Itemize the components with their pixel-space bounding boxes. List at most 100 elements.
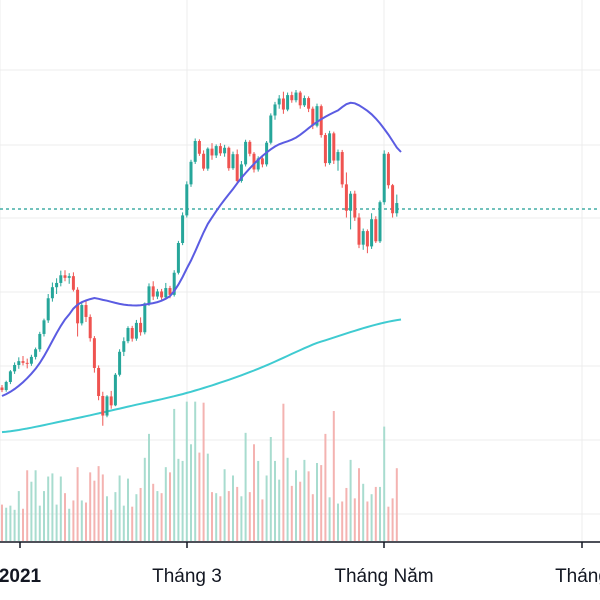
candle <box>126 326 130 344</box>
candle-body <box>328 133 332 164</box>
candle-body <box>231 154 235 169</box>
volume-bar <box>22 508 24 541</box>
candle-body <box>71 276 75 290</box>
volume-bar <box>307 471 310 541</box>
candle <box>323 132 327 167</box>
candle-body <box>97 367 101 396</box>
candle <box>294 90 298 103</box>
volume-bar <box>269 437 272 541</box>
volume-bar <box>169 472 171 541</box>
candle <box>382 150 386 205</box>
grid-layer <box>0 0 600 542</box>
volume-bar <box>156 491 159 541</box>
volume-bar <box>181 460 184 541</box>
volume-bar <box>278 479 281 541</box>
volume-bar <box>370 494 373 541</box>
candle <box>290 91 294 103</box>
candle <box>147 283 151 306</box>
volume-bar <box>395 468 398 541</box>
candle-body <box>92 338 96 368</box>
candle-body <box>374 219 378 242</box>
volume-bar <box>362 483 365 541</box>
volume-layer <box>1 401 398 541</box>
candle <box>109 390 113 409</box>
candle-body <box>130 328 134 339</box>
candle-body <box>193 141 197 162</box>
volume-bar <box>349 459 352 541</box>
x-tick-label: Tháng 3 <box>152 566 222 587</box>
volume-bar <box>232 475 234 541</box>
candle <box>302 95 306 107</box>
candle-body <box>176 243 180 273</box>
volume-bar <box>148 433 150 541</box>
volume-bar <box>26 470 29 541</box>
volume-bar <box>106 496 108 541</box>
volume-bar <box>345 487 348 541</box>
volume-bar <box>135 494 138 541</box>
candle <box>214 144 218 158</box>
volume-bar <box>332 411 335 541</box>
candle <box>319 104 323 138</box>
volume-bar <box>110 509 113 541</box>
candle-body <box>244 141 248 165</box>
x-tick-label: Tháng Năm <box>334 566 433 587</box>
volume-bar <box>290 485 293 541</box>
candle-body <box>29 356 33 364</box>
volume-bar <box>101 474 104 541</box>
volume-bar <box>299 481 302 541</box>
ma-long-line <box>1 318 402 434</box>
candle <box>248 140 252 157</box>
candle <box>210 143 214 160</box>
volume-bar <box>160 493 163 541</box>
candle <box>361 228 365 250</box>
volume-bar <box>223 469 226 541</box>
candle-body <box>349 193 353 211</box>
volume-bar <box>227 491 230 541</box>
volume-bar <box>274 460 276 541</box>
candle-body <box>260 158 264 165</box>
candle-body <box>17 361 21 365</box>
volume-bar <box>383 426 386 541</box>
candle <box>21 356 25 366</box>
candle-body <box>239 164 243 181</box>
volume-bar <box>30 481 33 541</box>
candle-body <box>223 147 227 154</box>
volume-bar <box>211 492 213 541</box>
volume-bar <box>316 463 318 541</box>
candle-body <box>168 288 172 295</box>
candle-body <box>298 92 302 106</box>
candle <box>63 270 67 282</box>
candle-body <box>101 396 105 416</box>
candle-body <box>50 287 54 299</box>
candle-body <box>307 98 311 109</box>
volume-bar <box>303 459 306 541</box>
candle-body <box>340 152 344 185</box>
volume-bar <box>34 470 37 541</box>
volume-bar <box>1 504 3 541</box>
volume-bar <box>80 500 83 541</box>
volume-bar <box>265 475 268 541</box>
volume-bar <box>391 498 394 541</box>
candle-body <box>290 95 294 101</box>
candle-body <box>197 141 201 154</box>
candle-body <box>336 152 340 161</box>
candle-body <box>118 351 122 375</box>
candle <box>34 347 38 360</box>
volume-bar <box>244 432 247 541</box>
candle-body <box>34 349 38 357</box>
candle-body <box>143 303 147 333</box>
candle <box>197 139 201 156</box>
volume-bar <box>202 402 205 541</box>
candle-body <box>281 98 285 110</box>
volume-bar <box>152 483 155 541</box>
volume-bar <box>13 509 16 541</box>
candle-body <box>181 215 185 243</box>
candle-body <box>365 231 369 247</box>
candle-body <box>319 106 323 136</box>
volume-bar <box>206 453 209 541</box>
volume-bar <box>118 475 121 541</box>
candle-body <box>382 153 386 203</box>
candle <box>113 373 117 407</box>
volume-bar <box>38 505 41 541</box>
volume-bar <box>387 506 390 541</box>
